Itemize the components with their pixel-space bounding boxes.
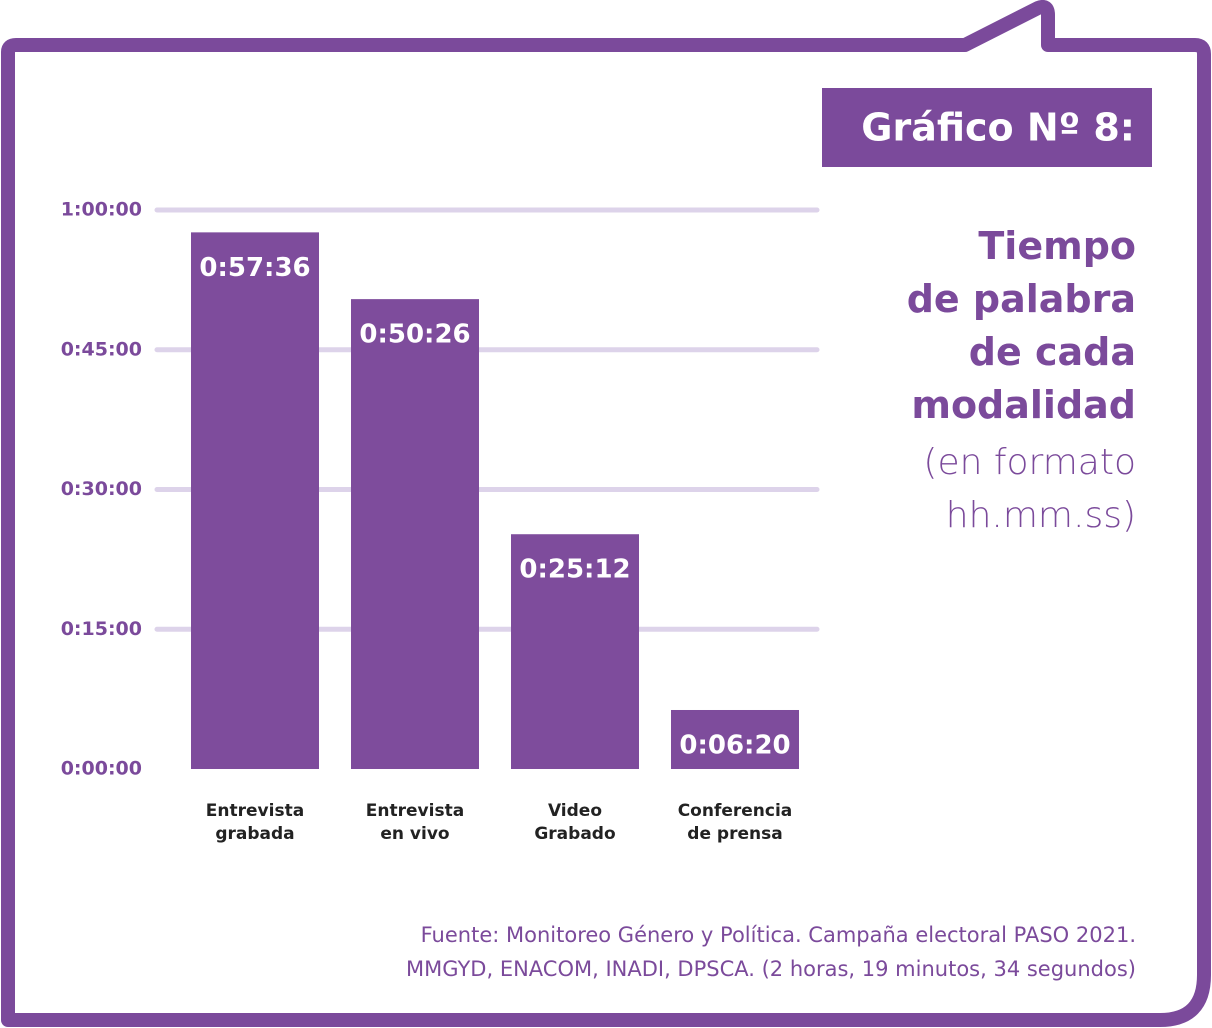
value-label: 0:25:12	[519, 555, 630, 585]
value-label: 0:50:26	[359, 320, 470, 350]
chart-title: Tiempo de palabra de cada modalidad	[906, 224, 1136, 427]
y-tick-label: 1:00:00	[61, 199, 142, 221]
bar	[511, 534, 639, 769]
x-tick-label: Conferencia de prensa	[677, 801, 793, 844]
source: Fuente: Monitoreo Género y Política. Cam…	[406, 923, 1136, 981]
y-tick-label: 0:00:00	[61, 758, 142, 780]
heading: Gráfico Nº 8:	[861, 106, 1135, 150]
y-tick-label: 0:45:00	[61, 338, 142, 360]
chart-subtitle: (en formato hh.mm.ss)	[923, 442, 1136, 536]
x-tick-label: Entrevista grabada	[205, 801, 305, 844]
plot: 0:00:00 0:15:00 0:30:00 0:45:00 1:00:00 0:57:…	[61, 199, 827, 780]
value-label: 0:57:36	[199, 253, 310, 283]
bar	[191, 232, 319, 770]
value-label: 0:06:20	[679, 730, 790, 760]
bar	[671, 709, 799, 769]
x-tick-label: Video Grabado	[534, 801, 616, 844]
heading-box	[822, 88, 1152, 167]
x-tick-label: Entrevista en vivo	[365, 801, 465, 844]
y-tick-label: 0:15:00	[61, 618, 142, 640]
bar	[351, 299, 479, 769]
y-tick-label: 0:30:00	[61, 478, 142, 500]
